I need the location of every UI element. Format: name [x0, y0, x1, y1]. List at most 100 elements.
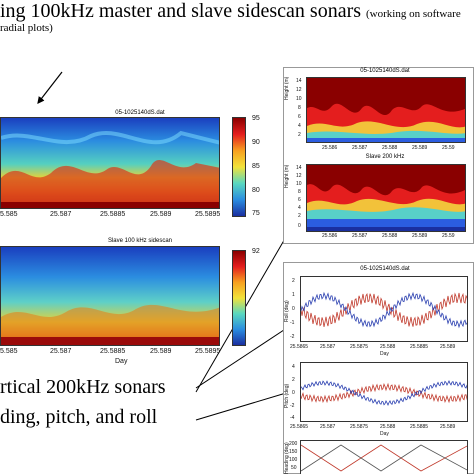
title-main: ing 100kHz master and slave sidescan son…	[0, 0, 362, 22]
left-bottom-sidescan-image	[0, 246, 220, 346]
roll-trace-blue	[301, 291, 467, 329]
lt-xtick-2: 25.587	[50, 211, 72, 218]
roll-ytick-4: -1	[290, 320, 295, 326]
lt-xtick-5: 25.5895	[195, 211, 221, 218]
lb-xtick-1: 5.585	[0, 348, 18, 355]
lt-cbar-tick-1: 95	[252, 115, 260, 122]
rm-ytick-6: 4	[298, 205, 301, 211]
rm-vertical-sonar-image	[306, 164, 466, 232]
heading-ylabel: Heading (deg)	[284, 442, 290, 474]
roll-xtick-5: 25.5885	[410, 344, 429, 350]
left-top-sidescan-heatmap	[1, 118, 219, 208]
left-bottom-sidescan-heatmap	[1, 247, 219, 345]
lb-xtick-3: 25.5885	[100, 348, 126, 355]
rt-xtick-4: 25.589	[412, 145, 428, 151]
lb-xtick-4: 25.589	[150, 348, 172, 355]
rm-xtick-2: 25.587	[352, 233, 368, 239]
rm-ytick-7: 2	[298, 213, 301, 219]
lt-xtick-4: 25.589	[150, 211, 172, 218]
heading-ytick-4: 50	[291, 465, 297, 471]
roll-plot	[300, 276, 468, 342]
pitch-chart	[301, 380, 467, 407]
roll-ytick-3: 0	[292, 306, 295, 312]
pitch-ytick-1: 4	[292, 364, 295, 370]
pitch-xtick-2: 25.587	[320, 424, 336, 430]
rm-title: Slave 200 kHz	[365, 154, 405, 160]
roll-ylabel: Roll (deg)	[284, 300, 290, 322]
roll-xtick-2: 25.587	[320, 344, 336, 350]
pitch-xtick-6: 25.589	[440, 424, 456, 430]
lb-xtick-2: 25.587	[50, 348, 72, 355]
footer-line-2: ding, pitch, and roll	[0, 406, 158, 428]
rm-heatmap	[307, 165, 465, 231]
roll-xtick-6: 25.589	[440, 344, 456, 350]
roll-ytick-1: 2	[292, 278, 295, 284]
rt-ytick-3: 10	[296, 96, 302, 102]
left-top-plot-title: 05-1025140dS.dat	[115, 110, 165, 116]
rt-xtick-1: 25.586	[322, 145, 338, 151]
rm-xtick-3: 25.588	[382, 233, 398, 239]
roll-xlabel: Day	[380, 351, 389, 357]
lb-xlabel: Day	[115, 358, 128, 365]
lt-cbar-tick-5: 75	[252, 210, 260, 217]
rm-xtick-5: 25.59	[442, 233, 455, 239]
roll-title: 05-1025140dS.dat	[360, 266, 410, 272]
lt-xtick-1: 5.585	[0, 211, 18, 218]
rm-ytick-3: 10	[296, 181, 302, 187]
left-bottom-colorbar	[232, 250, 246, 346]
rm-xtick-4: 25.589	[412, 233, 428, 239]
rt-title: 05-1025140dS.dat	[360, 68, 410, 74]
heading-ytick-2: 150	[289, 449, 298, 455]
rt-vertical-sonar-image	[306, 77, 466, 143]
arrow-to-pitch	[195, 388, 297, 421]
pitch-xtick-5: 25.5885	[410, 424, 429, 430]
figure-title: ing 100kHz master and slave sidescan son…	[0, 0, 461, 25]
heading-plot	[300, 440, 468, 474]
title-note: (working on software	[366, 8, 461, 20]
pitch-ytick-5: -4	[290, 415, 295, 421]
lb-cbar-tick-1: 92	[252, 248, 260, 255]
arrow-to-sidescan	[37, 71, 63, 104]
roll-ytick-5: -2	[290, 334, 295, 340]
rt-ytick-4: 8	[298, 105, 301, 111]
rm-ytick-2: 12	[296, 173, 302, 179]
roll-xtick-1: 25.5865	[290, 344, 309, 350]
left-top-sidescan-image	[0, 117, 220, 209]
rm-ytick-8: 0	[298, 223, 301, 229]
lt-xtick-3: 25.5885	[100, 211, 126, 218]
rm-ytick-1: 14	[296, 165, 302, 171]
left-top-colorbar	[232, 117, 246, 217]
left-bottom-plot-title: Slave 100 kHz sidescan	[107, 238, 173, 244]
roll-chart	[301, 291, 467, 329]
heading-chart	[301, 444, 467, 472]
pitch-plot	[300, 362, 468, 422]
pitch-xtick-3: 25.5875	[350, 424, 369, 430]
rm-ytick-5: 6	[298, 197, 301, 203]
lt-cbar-tick-2: 90	[252, 139, 260, 146]
roll-trace-red	[301, 292, 467, 327]
rt-ytick-2: 12	[296, 87, 302, 93]
heading-trace-gray	[301, 444, 467, 472]
footer-line-1: rtical 200kHz sonars	[0, 376, 166, 398]
rt-ytick-1: 14	[296, 78, 302, 84]
pitch-xlabel: Day	[380, 431, 389, 437]
pitch-ytick-4: -2	[290, 403, 295, 409]
rt-ytick-7: 2	[298, 132, 301, 138]
roll-xtick-4: 25.588	[380, 344, 396, 350]
lt-cbar-tick-4: 80	[252, 187, 260, 194]
heading-trace-red	[301, 444, 467, 472]
pitch-trace-blue	[301, 380, 467, 407]
heading-ytick-3: 100	[289, 457, 298, 463]
rt-ytick-6: 4	[298, 123, 301, 129]
lt-cbar-tick-3: 85	[252, 163, 260, 170]
rm-xtick-1: 25.586	[322, 233, 338, 239]
rt-heatmap	[307, 78, 465, 142]
pitch-ytick-2: 2	[292, 377, 295, 383]
rm-ylabel: Height (m)	[284, 164, 290, 188]
roll-xtick-3: 25.5875	[350, 344, 369, 350]
rt-ytick-5: 6	[298, 114, 301, 120]
heading-ytick-1: 200	[289, 441, 298, 447]
rt-ylabel: Height (m)	[284, 76, 290, 100]
pitch-trace-red	[301, 382, 467, 404]
